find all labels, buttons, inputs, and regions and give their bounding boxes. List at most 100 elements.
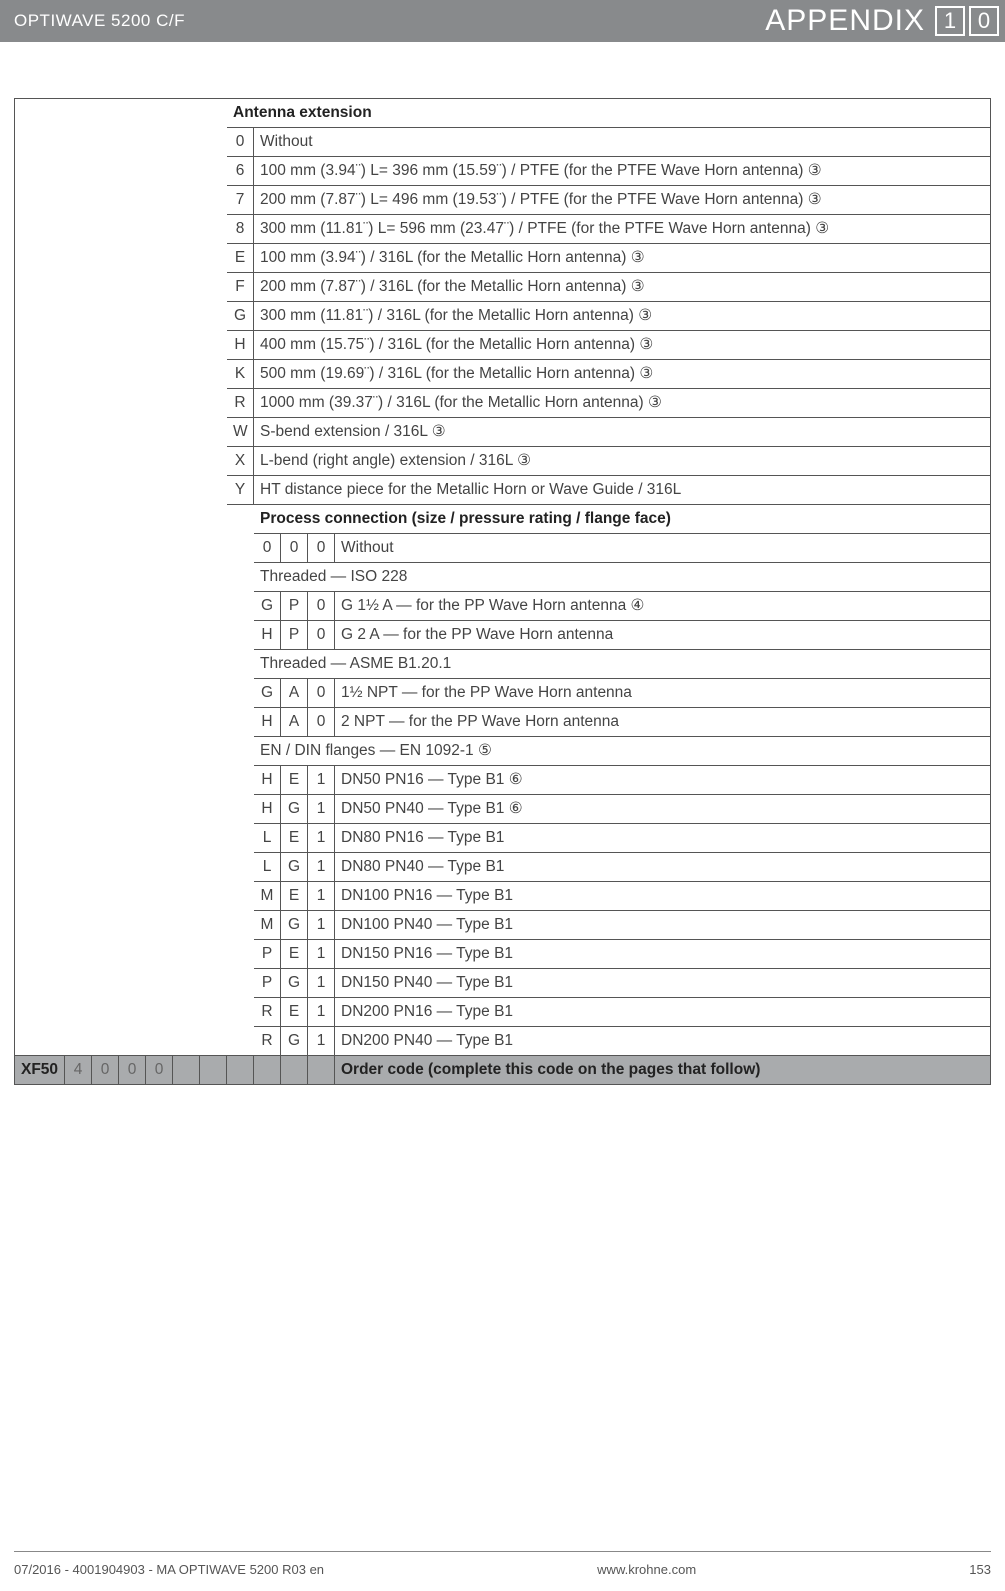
pc-code-2: E [281, 940, 308, 969]
pc-code-1: H [254, 708, 281, 737]
order-code-digit: 0 [119, 1056, 146, 1085]
pc-code-2: G [281, 795, 308, 824]
footer-page-number: 153 [969, 1562, 991, 1577]
pc-desc: G 2 A — for the PP Wave Horn antenna [335, 621, 991, 650]
pc-desc: DN50 PN16 — Type B1 ⑥ [335, 766, 991, 795]
order-code-prefix: XF50 [15, 1056, 65, 1085]
pc-desc: DN80 PN40 — Type B1 [335, 853, 991, 882]
order-code-digit: 4 [65, 1056, 92, 1085]
pc-code-1: G [254, 592, 281, 621]
pc-code-1: M [254, 882, 281, 911]
pc-code-1: L [254, 853, 281, 882]
footer-url: www.krohne.com [597, 1562, 696, 1577]
pc-desc: DN50 PN40 — Type B1 ⑥ [335, 795, 991, 824]
pc-code-1: H [254, 766, 281, 795]
pc-code-1: H [254, 795, 281, 824]
page-content: Antenna extension0Without6100 mm (3.94¨)… [0, 42, 1005, 1085]
pc-code-1: P [254, 940, 281, 969]
section-antenna-extension: Antenna extension [227, 99, 991, 128]
antenna-code: H [227, 331, 254, 360]
order-code-digit: 0 [92, 1056, 119, 1085]
pc-code-3: 0 [308, 534, 335, 563]
chapter-major-badge: 1 [935, 6, 965, 36]
pc-desc: DN200 PN40 — Type B1 [335, 1027, 991, 1056]
antenna-desc: 200 mm (7.87¨) L= 496 mm (19.53¨) / PTFE… [254, 186, 991, 215]
pc-desc: Without [335, 534, 991, 563]
subsection-threaded-asme: Threaded — ASME B1.20.1 [254, 650, 991, 679]
antenna-desc: L-bend (right angle) extension / 316L ③ [254, 447, 991, 476]
pc-desc: 2 NPT — for the PP Wave Horn antenna [335, 708, 991, 737]
antenna-code: G [227, 302, 254, 331]
pc-code-3: 1 [308, 853, 335, 882]
antenna-code: E [227, 244, 254, 273]
product-name: OPTIWAVE 5200 C/F [0, 0, 199, 42]
pc-code-1: P [254, 969, 281, 998]
pc-code-3: 1 [308, 940, 335, 969]
pc-code-2: E [281, 998, 308, 1027]
antenna-desc: 100 mm (3.94¨) / 316L (for the Metallic … [254, 244, 991, 273]
page-header: OPTIWAVE 5200 C/F APPENDIX 1 0 [0, 0, 1005, 42]
antenna-code: Y [227, 476, 254, 505]
pc-code-2: 0 [281, 534, 308, 563]
pc-code-1: G [254, 679, 281, 708]
antenna-desc: 1000 mm (39.37¨) / 316L (for the Metalli… [254, 389, 991, 418]
pc-code-3: 1 [308, 998, 335, 1027]
order-code-table: Antenna extension0Without6100 mm (3.94¨)… [14, 98, 991, 1085]
pc-code-2: E [281, 882, 308, 911]
section-label-wrap: APPENDIX 1 0 [765, 0, 1005, 42]
pc-code-1: 0 [254, 534, 281, 563]
pc-code-2: G [281, 969, 308, 998]
table-row: Threaded — ASME B1.20.1 [15, 650, 991, 679]
pc-code-2: G [281, 911, 308, 940]
pc-code-3: 1 [308, 824, 335, 853]
pc-code-2: G [281, 853, 308, 882]
table-row: XF504000Order code (complete this code o… [15, 1056, 991, 1085]
table-row: Threaded — ISO 228 [15, 563, 991, 592]
pc-code-3: 1 [308, 1027, 335, 1056]
antenna-code: 7 [227, 186, 254, 215]
antenna-code: 6 [227, 157, 254, 186]
pc-desc: DN100 PN16 — Type B1 [335, 882, 991, 911]
chapter-minor-badge: 0 [969, 6, 999, 36]
pc-desc: DN200 PN16 — Type B1 [335, 998, 991, 1027]
pc-desc: G 1½ A — for the PP Wave Horn antenna ④ [335, 592, 991, 621]
pc-code-3: 1 [308, 766, 335, 795]
pc-code-2: A [281, 708, 308, 737]
antenna-desc: 200 mm (7.87¨) / 316L (for the Metallic … [254, 273, 991, 302]
pc-code-3: 1 [308, 882, 335, 911]
pc-code-3: 0 [308, 621, 335, 650]
antenna-desc: HT distance piece for the Metallic Horn … [254, 476, 991, 505]
pc-code-3: 1 [308, 795, 335, 824]
section-process-connection: Process connection (size / pressure rati… [254, 505, 991, 534]
antenna-code: K [227, 360, 254, 389]
antenna-code: F [227, 273, 254, 302]
table-row: Antenna extension [15, 99, 991, 128]
antenna-code: X [227, 447, 254, 476]
table-row: Process connection (size / pressure rati… [15, 505, 991, 534]
pc-code-2: P [281, 621, 308, 650]
pc-desc: 1½ NPT — for the PP Wave Horn antenna [335, 679, 991, 708]
pc-code-3: 0 [308, 592, 335, 621]
antenna-desc: 300 mm (11.81¨) / 316L (for the Metallic… [254, 302, 991, 331]
antenna-desc: 500 mm (19.69¨) / 316L (for the Metallic… [254, 360, 991, 389]
pc-code-1: M [254, 911, 281, 940]
subsection-en-flanges: EN / DIN flanges — EN 1092-1 ⑤ [254, 737, 991, 766]
footer-doc-id: 07/2016 - 4001904903 - MA OPTIWAVE 5200 … [14, 1562, 324, 1577]
pc-desc: DN80 PN16 — Type B1 [335, 824, 991, 853]
pc-code-1: R [254, 1027, 281, 1056]
antenna-desc: S-bend extension / 316L ③ [254, 418, 991, 447]
pc-code-2: E [281, 824, 308, 853]
pc-desc: DN150 PN40 — Type B1 [335, 969, 991, 998]
subsection-threaded-iso: Threaded — ISO 228 [254, 563, 991, 592]
antenna-code: 8 [227, 215, 254, 244]
pc-code-3: 1 [308, 969, 335, 998]
antenna-desc: 300 mm (11.81¨) L= 596 mm (23.47¨) / PTF… [254, 215, 991, 244]
antenna-code: 0 [227, 128, 254, 157]
pc-desc: DN150 PN16 — Type B1 [335, 940, 991, 969]
antenna-code: R [227, 389, 254, 418]
table-row: EN / DIN flanges — EN 1092-1 ⑤ [15, 737, 991, 766]
order-code-label: Order code (complete this code on the pa… [335, 1056, 991, 1085]
antenna-desc: 400 mm (15.75¨) / 316L (for the Metallic… [254, 331, 991, 360]
pc-code-2: G [281, 1027, 308, 1056]
pc-code-3: 0 [308, 679, 335, 708]
